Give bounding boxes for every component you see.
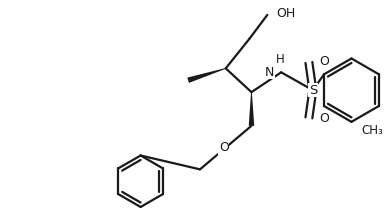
- Text: CH₃: CH₃: [361, 124, 383, 137]
- Polygon shape: [187, 68, 226, 83]
- Text: O: O: [219, 141, 229, 154]
- Text: N: N: [265, 66, 274, 79]
- Text: OH: OH: [276, 7, 296, 20]
- Text: S: S: [309, 84, 317, 97]
- Text: O: O: [319, 55, 329, 68]
- Text: O: O: [319, 112, 329, 125]
- Polygon shape: [249, 92, 254, 126]
- Text: H: H: [276, 53, 284, 66]
